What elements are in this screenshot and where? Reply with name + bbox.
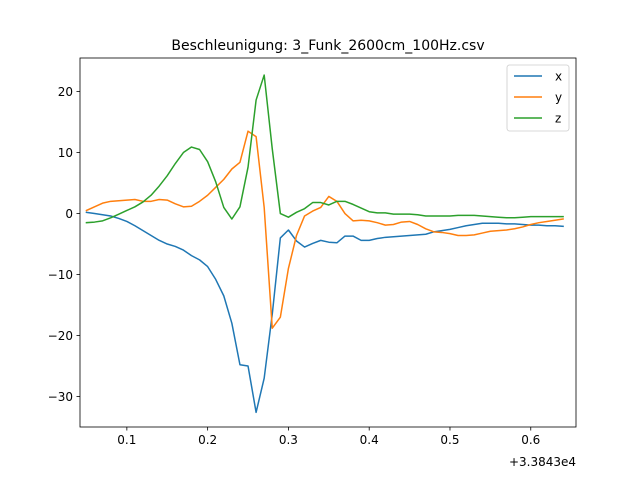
series-layer bbox=[85, 74, 564, 414]
legend: xyz bbox=[506, 64, 570, 132]
x-tick-label: 0.1 bbox=[117, 433, 136, 447]
legend-label-z: z bbox=[555, 111, 561, 125]
plot-frame bbox=[79, 57, 577, 428]
x-offset-text: +3.3843e4 bbox=[509, 455, 576, 469]
axes: 0.1 0.2 0.3 0.4 0.5 0.6 −30 −20 −10 0 10 20 bbox=[48, 57, 577, 447]
legend-label-x: x bbox=[555, 69, 562, 83]
series-line-z bbox=[85, 74, 564, 224]
y-tick-label: 20 bbox=[58, 85, 73, 99]
x-tick-label: 0.2 bbox=[198, 433, 217, 447]
series-line-y bbox=[85, 130, 564, 329]
y-tick-label: 10 bbox=[58, 146, 73, 160]
x-tick-label: 0.5 bbox=[440, 433, 459, 447]
x-tick-label: 0.4 bbox=[360, 433, 379, 447]
x-tick-label: 0.6 bbox=[521, 433, 540, 447]
series-line-x bbox=[85, 211, 564, 414]
y-tick-label: −20 bbox=[48, 329, 73, 343]
x-tick-label: 0.3 bbox=[279, 433, 298, 447]
y-tick-label: −10 bbox=[48, 268, 73, 282]
chart-title: Beschleunigung: 3_Funk_2600cm_100Hz.csv bbox=[171, 38, 484, 54]
y-tick-label: −30 bbox=[48, 390, 73, 404]
legend-label-y: y bbox=[555, 90, 562, 104]
legend-box bbox=[506, 64, 570, 132]
y-tick-label: 0 bbox=[65, 207, 73, 221]
